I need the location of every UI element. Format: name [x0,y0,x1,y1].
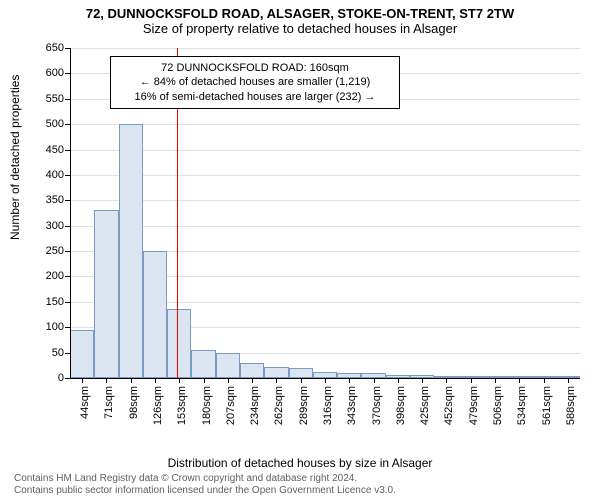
x-tick-label: 289sqm [298,386,310,425]
y-gridline [70,48,580,49]
x-tick-label: 262sqm [273,386,285,425]
y-tick-label: 250 [46,245,64,257]
y-gridline [70,124,580,125]
title-line1: 72, DUNNOCKSFOLD ROAD, ALSAGER, STOKE-ON… [0,6,600,21]
y-gridline [70,150,580,151]
x-tick-label: 316sqm [322,386,334,425]
annotation-line3: 16% of semi-detached houses are larger (… [117,90,393,104]
histogram-bar [191,350,215,378]
x-tick-label: 343sqm [346,386,358,425]
x-tick-label: 506sqm [492,386,504,425]
y-tick-label: 550 [46,93,64,105]
x-tick-label: 126sqm [152,386,164,425]
x-tick-label: 44sqm [79,386,91,419]
footer-line1: Contains HM Land Registry data © Crown c… [14,473,396,485]
x-tick-label: 425sqm [419,386,431,425]
y-axis-line [70,48,71,378]
chart-title-block: 72, DUNNOCKSFOLD ROAD, ALSAGER, STOKE-ON… [0,0,600,36]
annotation-box: 72 DUNNOCKSFOLD ROAD: 160sqm← 84% of det… [110,56,400,109]
y-tick-label: 50 [52,347,64,359]
footer-attribution: Contains HM Land Registry data © Crown c… [14,473,396,496]
histogram-bar [264,367,288,378]
x-tick-label: 370sqm [371,386,383,425]
x-tick-label: 153sqm [176,386,188,425]
y-tick-label: 400 [46,169,64,181]
histogram-bar [70,330,94,378]
histogram-bar [119,124,143,378]
y-tick-label: 500 [46,118,64,130]
x-tick-label: 180sqm [201,386,213,425]
y-tick-label: 350 [46,194,64,206]
x-axis-line [70,378,580,379]
x-tick-label: 452sqm [443,386,455,425]
y-tick-label: 300 [46,220,64,232]
y-tick-label: 200 [46,270,64,282]
title-line2: Size of property relative to detached ho… [0,21,600,36]
x-tick-label: 561sqm [541,386,553,425]
x-tick-label: 534sqm [516,386,528,425]
y-tick-label: 450 [46,144,64,156]
y-axis-label: Number of detached properties [8,75,22,240]
x-tick-label: 207sqm [225,386,237,425]
x-tick-label: 588sqm [565,386,577,425]
x-tick-label: 234sqm [249,386,261,425]
x-tick-label: 398sqm [395,386,407,425]
y-tick-label: 650 [46,42,64,54]
x-tick-label: 71sqm [103,386,115,419]
histogram-bar [167,309,191,378]
annotation-line2: ← 84% of detached houses are smaller (1,… [117,75,393,89]
y-tick-label: 150 [46,296,64,308]
histogram-bar [143,251,167,378]
y-gridline [70,175,580,176]
y-gridline [70,226,580,227]
y-tick-label: 600 [46,67,64,79]
x-tick-label: 98sqm [128,386,140,419]
footer-line2: Contains public sector information licen… [14,485,396,497]
histogram-bar [289,368,313,378]
plot-region: 44sqm 71sqm 98sqm 126sqm 153sqm 180sqm 207sqm 2… [70,48,580,428]
y-tick-label: 100 [46,321,64,333]
y-tick-label: 0 [58,372,64,384]
y-gridline [70,200,580,201]
histogram-bar [94,210,118,378]
annotation-line1: 72 DUNNOCKSFOLD ROAD: 160sqm [117,61,393,75]
x-axis-label: Distribution of detached houses by size … [0,456,600,470]
histogram-bar [216,353,240,378]
x-tick-label: 479sqm [468,386,480,425]
chart-area: 44sqm 71sqm 98sqm 126sqm 153sqm 180sqm 207sqm 2… [70,48,580,428]
histogram-bar [240,363,264,378]
